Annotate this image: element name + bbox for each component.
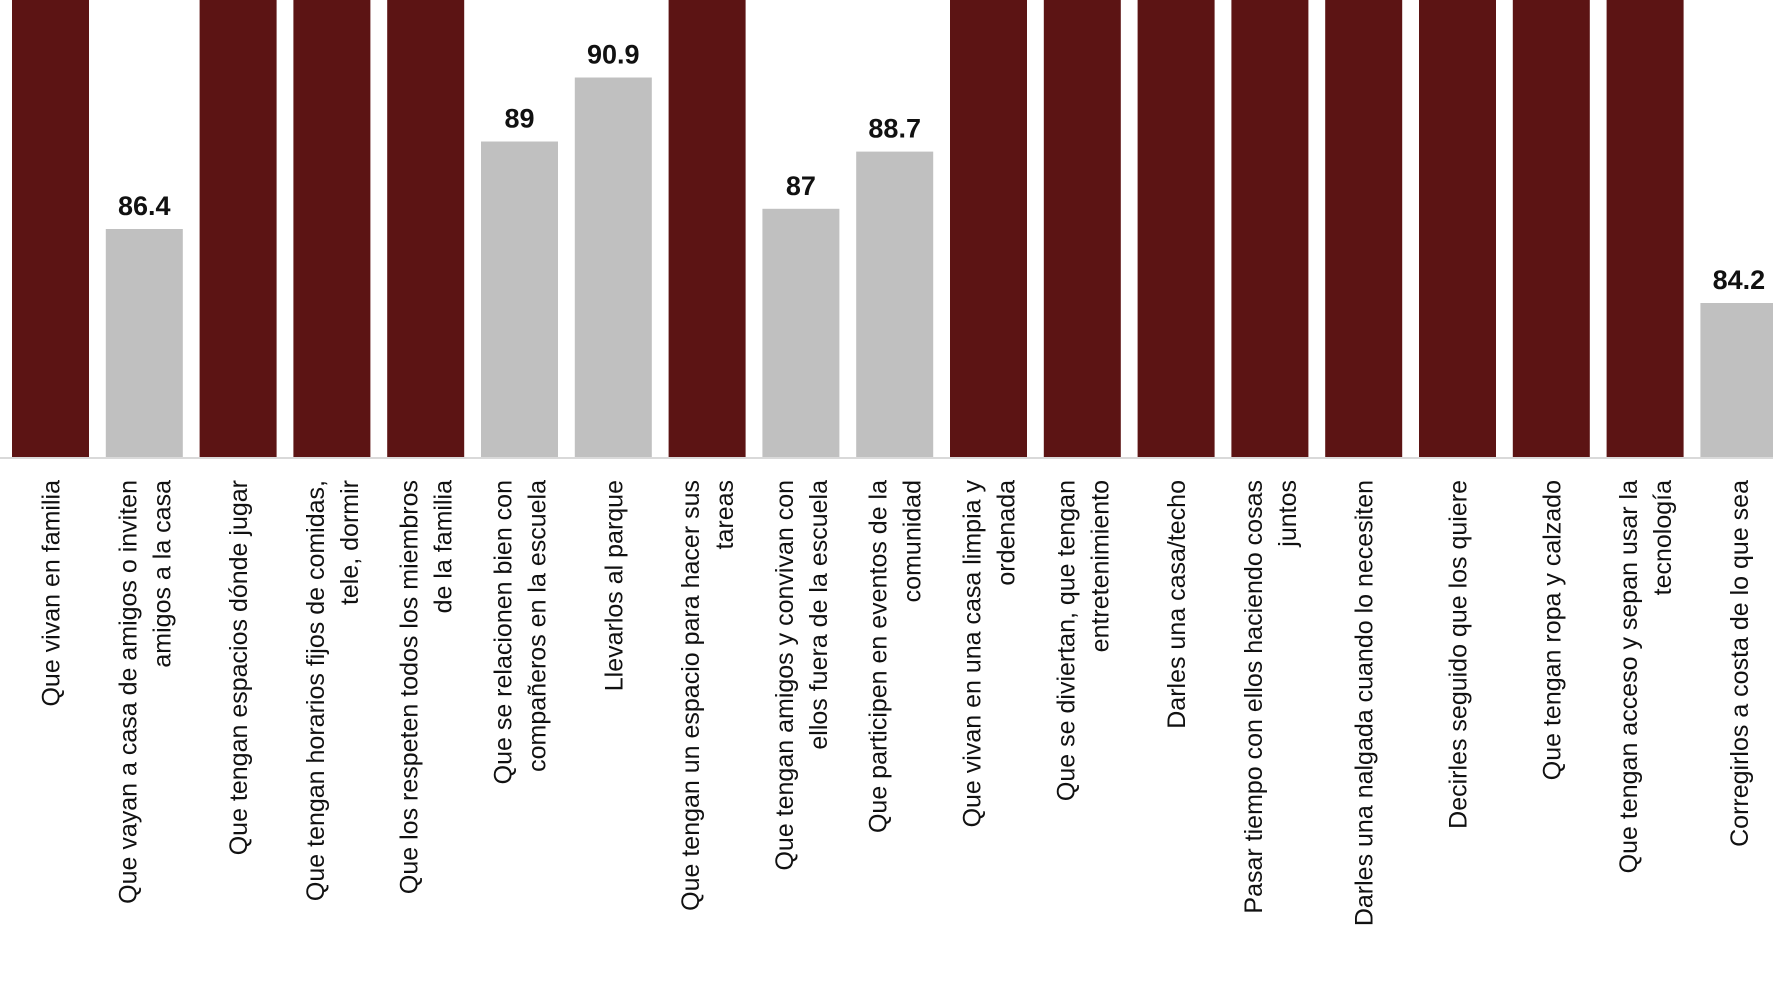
- bar: [762, 208, 840, 458]
- category-label: Que tengan espacios dónde jugar: [225, 480, 253, 855]
- category-label-line: tecnología: [1649, 480, 1677, 595]
- bar-value-label: 89: [504, 104, 534, 134]
- category-label-line: juntos: [1274, 480, 1302, 548]
- category-label-line: Que se diviertan, que tengan: [1052, 480, 1080, 801]
- bar: [105, 229, 183, 458]
- category-label-line: Que participen en eventos de la: [865, 480, 893, 833]
- category-label: Que se relacionen bien con compañeros en …: [490, 480, 552, 784]
- category-label-line: Que tengan espacios dónde jugar: [225, 480, 253, 855]
- bars-group: [12, 0, 1773, 459]
- bar: [199, 0, 277, 459]
- category-label-line: Que tengan un espacio para hacer sus: [677, 480, 705, 911]
- value-labels-group: 9786.496.197.697.78990.997.68788.798.795…: [118, 40, 1766, 296]
- category-label-line: comunidad: [899, 480, 927, 602]
- bar: [1419, 0, 1496, 458]
- category-label-line: Que vivan en una casa limpia y: [959, 480, 987, 828]
- category-label-line: ellos fuera de la escuela: [805, 480, 833, 750]
- category-label: Que tengan un espacio para hacer sus tare…: [677, 480, 739, 911]
- category-label-line: Que vivan en familia: [38, 480, 66, 707]
- category-label: Que tengan amigos y convivan con ellos fu…: [771, 480, 833, 871]
- category-label: Que tengan acceso y sepan usar la tecnolo…: [1615, 480, 1677, 873]
- bar-value-label: 90.9: [587, 40, 640, 70]
- bar: [293, 0, 371, 459]
- bar: [481, 141, 558, 458]
- category-label-line: compañeros en la escuela: [524, 480, 552, 772]
- category-label: Que los respeten todos los miembros de la…: [396, 480, 458, 894]
- category-label: Que vivan en una casa limpia y ordenada: [959, 480, 1021, 828]
- bar: [1043, 0, 1121, 458]
- bar: [1231, 0, 1309, 458]
- category-label-line: entretenimiento: [1086, 480, 1114, 652]
- category-label-line: Decirles seguido que los quiere: [1445, 480, 1473, 829]
- bar: [856, 151, 934, 458]
- category-labels-group: Que vivan en familia Que vayan a casa de …: [38, 480, 1754, 927]
- category-label: Pasar tiempo con ellos haciendo cosas jun…: [1240, 480, 1302, 914]
- category-label-line: Corregirlos a costa de lo que sea: [1726, 480, 1754, 847]
- category-label-line: Que los respeten todos los miembros: [396, 480, 424, 894]
- category-label: Corregirlos a costa de lo que sea: [1726, 480, 1754, 847]
- category-label: Que vayan a casa de amigos o inviten amig…: [114, 480, 176, 904]
- bar: [12, 0, 89, 459]
- category-label: Darles una casa/techo: [1163, 480, 1191, 729]
- bar: [1606, 0, 1684, 458]
- category-label-line: tareas: [711, 480, 739, 549]
- bar: [1137, 0, 1215, 458]
- category-label-line: Que se relacionen bien con: [490, 480, 518, 784]
- bar-value-label: 86.4: [118, 191, 171, 221]
- bar: [1325, 0, 1403, 459]
- category-label: Que vivan en familia: [38, 480, 66, 707]
- bar-value-label: 88.7: [868, 114, 921, 144]
- category-label-line: Llevarlos al parque: [600, 480, 628, 691]
- bar: [1512, 0, 1590, 459]
- category-label-line: tele, dormir: [336, 480, 364, 605]
- category-label: Que se diviertan, que tengan entretenimie…: [1052, 480, 1114, 801]
- category-label: Decirles seguido que los quiere: [1445, 480, 1473, 829]
- category-label: Darles una nalgada cuando lo necesiten: [1351, 480, 1379, 926]
- category-label-line: Que vayan a casa de amigos o inviten: [114, 480, 142, 904]
- bar-value-label: 87: [786, 171, 816, 201]
- category-label-line: de la familia: [430, 480, 458, 613]
- category-label: Que participen en eventos de la comunidad: [865, 480, 927, 833]
- category-label: Llevarlos al parque: [600, 480, 628, 691]
- category-label: Que tengan horarios fijos de comidas, tel…: [302, 480, 364, 901]
- bar-value-label: 84.2: [1713, 265, 1766, 295]
- category-label-line: Que tengan acceso y sepan usar la: [1615, 480, 1643, 873]
- category-label-line: Que tengan ropa y calzado: [1538, 480, 1566, 780]
- category-label-line: Darles una nalgada cuando lo necesiten: [1351, 480, 1379, 926]
- bar: [387, 0, 465, 458]
- category-label-line: amigos a la casa: [148, 480, 176, 668]
- bar: [574, 77, 652, 458]
- category-label-line: ordenada: [993, 480, 1021, 586]
- bar: [1700, 303, 1773, 458]
- category-label-line: Darles una casa/techo: [1163, 480, 1191, 729]
- category-label-line: Pasar tiempo con ellos haciendo cosas: [1240, 480, 1268, 914]
- bar: [668, 0, 746, 459]
- category-label-line: Que tengan amigos y convivan con: [771, 480, 799, 871]
- bar: [950, 0, 1027, 459]
- category-label-line: Que tengan horarios fijos de comidas,: [302, 480, 330, 901]
- category-label: Que tengan ropa y calzado: [1538, 480, 1566, 780]
